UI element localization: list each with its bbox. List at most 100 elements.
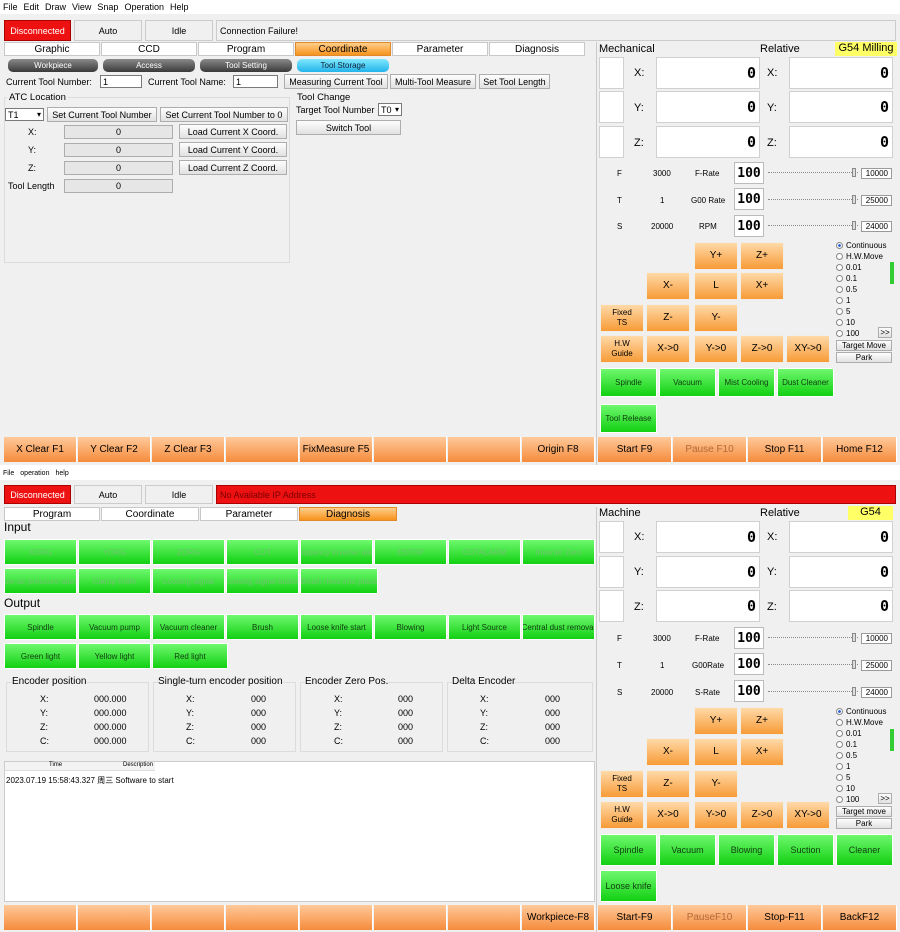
bottom-jog-z-minus-button[interactable]: Z- bbox=[646, 770, 690, 798]
tool-length-field[interactable]: 0 bbox=[64, 179, 173, 193]
fkey-origin[interactable]: Origin F8 bbox=[522, 437, 595, 462]
bottom-output-blowing-button[interactable]: Blowing bbox=[718, 834, 775, 866]
f-rate-slider-thumb[interactable] bbox=[852, 168, 856, 177]
bottom-step-10[interactable]: 10 bbox=[836, 784, 855, 793]
load-z-button[interactable]: Load Current Z Coord. bbox=[179, 160, 287, 175]
bottom-g00-rate-slider[interactable] bbox=[768, 660, 858, 670]
g00-rate-slider-thumb[interactable] bbox=[852, 195, 856, 204]
jog-z-plus-button[interactable]: Z+ bbox=[740, 242, 784, 270]
bottom-fkey-f1[interactable] bbox=[4, 905, 77, 930]
fkey-f7[interactable] bbox=[448, 437, 521, 462]
tab-program[interactable]: Program bbox=[198, 42, 294, 56]
subtab-workpiece[interactable]: Workpiece bbox=[8, 59, 98, 72]
hw-guide-button[interactable]: H.W Guide bbox=[600, 335, 644, 363]
stop-button[interactable]: Stop F11 bbox=[748, 437, 822, 462]
bottom-menu-operation[interactable]: operation bbox=[20, 470, 50, 477]
bottom-jog-l-button[interactable]: L bbox=[694, 738, 738, 766]
menu-view[interactable]: View bbox=[72, 2, 92, 12]
bottom-step-1[interactable]: 1 bbox=[836, 762, 850, 771]
bottom-jog-x-minus-button[interactable]: X- bbox=[646, 738, 690, 766]
back-button[interactable]: BackF12 bbox=[823, 905, 897, 930]
f-rate-slider[interactable] bbox=[768, 168, 858, 178]
output-green-light[interactable]: Green light bbox=[4, 643, 77, 669]
step-1[interactable]: 1 bbox=[836, 296, 850, 305]
bottom-step-5[interactable]: 5 bbox=[836, 773, 850, 782]
bottom-tab-diagnosis[interactable]: Diagnosis bbox=[299, 507, 397, 521]
bottom-output-spindle-button[interactable]: Spindle bbox=[600, 834, 657, 866]
bottom-x-zero-button[interactable]: X->0 bbox=[646, 801, 690, 829]
bottom-tab-program[interactable]: Program bbox=[4, 507, 100, 521]
bottom-stop-button[interactable]: Stop-F11 bbox=[748, 905, 822, 930]
bottom-park-button[interactable]: Park bbox=[836, 818, 892, 829]
measuring-current-tool-button[interactable]: Measuring Current Tool bbox=[284, 74, 388, 89]
pause-button[interactable]: Pause F10 bbox=[673, 437, 747, 462]
bottom-jog-x-plus-button[interactable]: X+ bbox=[740, 738, 784, 766]
step-10[interactable]: 10 bbox=[836, 318, 855, 327]
home-button[interactable]: Home F12 bbox=[823, 437, 897, 462]
bottom-f-rate-slider[interactable] bbox=[768, 633, 858, 643]
output-yellow-light[interactable]: Yellow light bbox=[78, 643, 151, 669]
bottom-fkey-f2[interactable] bbox=[78, 905, 151, 930]
bottom-step-100[interactable]: 100 bbox=[836, 795, 859, 804]
tab-coordinate[interactable]: Coordinate bbox=[295, 42, 391, 56]
atc-slot-select[interactable]: T1 bbox=[5, 108, 44, 121]
jog-x-minus-button[interactable]: X- bbox=[646, 272, 690, 300]
bottom-jog-y-plus-button[interactable]: Y+ bbox=[694, 707, 738, 735]
g00-max-field[interactable]: 25000 bbox=[861, 195, 892, 206]
subtab-access[interactable]: Access bbox=[103, 59, 195, 72]
xy-zero-button[interactable]: XY->0 bbox=[786, 335, 830, 363]
park-button[interactable]: Park bbox=[836, 352, 892, 363]
bottom-f-rate-slider-thumb[interactable] bbox=[852, 633, 856, 642]
fkey-f6[interactable] bbox=[374, 437, 447, 462]
fkey-fixmeasure[interactable]: FixMeasure F5 bbox=[300, 437, 373, 462]
bottom-fkey-f4[interactable] bbox=[226, 905, 299, 930]
output-light-source[interactable]: Light Source bbox=[448, 614, 521, 640]
bottom-pause-button[interactable]: PauseF10 bbox=[673, 905, 747, 930]
bottom-tab-coordinate[interactable]: Coordinate bbox=[101, 507, 199, 521]
menu-draw[interactable]: Draw bbox=[45, 2, 67, 12]
bottom-step-continuous[interactable]: Continuous bbox=[836, 707, 886, 716]
atc-y-field[interactable]: 0 bbox=[64, 143, 173, 157]
output-central-dust-removal[interactable]: Central dust removal bbox=[522, 614, 595, 640]
tab-ccd[interactable]: CCD bbox=[101, 42, 197, 56]
step-continuous[interactable]: Continuous bbox=[836, 241, 886, 250]
output-mist-cooling-button[interactable]: Mist Cooling bbox=[718, 368, 775, 397]
step-100[interactable]: 100 bbox=[836, 329, 859, 338]
tab-graphic[interactable]: Graphic bbox=[4, 42, 100, 56]
fixed-ts-button[interactable]: Fixed TS bbox=[600, 304, 644, 332]
switch-tool-button[interactable]: Switch Tool bbox=[296, 120, 401, 135]
bottom-target-move-button[interactable]: Target move bbox=[836, 806, 892, 817]
menu-edit[interactable]: Edit bbox=[23, 2, 40, 12]
bottom-jog-y-minus-button[interactable]: Y- bbox=[694, 770, 738, 798]
subtab-tool-storage[interactable]: Tool Storage bbox=[297, 59, 389, 72]
bottom-spindle-rate-slider-thumb[interactable] bbox=[852, 687, 856, 696]
bottom-step-0-1[interactable]: 0.1 bbox=[836, 740, 857, 749]
loose-knife-button[interactable]: Loose knife bbox=[600, 870, 657, 902]
bottom-f-max-field[interactable]: 10000 bbox=[861, 633, 892, 644]
spindle-rate-slider-thumb[interactable] bbox=[852, 221, 856, 230]
step-0-1[interactable]: 0.1 bbox=[836, 274, 857, 283]
log-panel[interactable]: Time Description 2023.07.19 15:58:43.327… bbox=[4, 761, 595, 902]
output-spindle-button[interactable]: Spindle bbox=[600, 368, 657, 397]
bottom-start-button[interactable]: Start-F9 bbox=[598, 905, 672, 930]
bottom-fkey-f5[interactable] bbox=[300, 905, 373, 930]
set-current-tool-number-zero-button[interactable]: Set Current Tool Number to 0 bbox=[160, 107, 288, 122]
bottom-output-vacuum-button[interactable]: Vacuum bbox=[659, 834, 716, 866]
y-zero-button[interactable]: Y->0 bbox=[694, 335, 738, 363]
workpiece-f8-button[interactable]: Workpiece-F8 bbox=[522, 905, 595, 930]
x-zero-button[interactable]: X->0 bbox=[646, 335, 690, 363]
output-vacuum-pump[interactable]: Vacuum pump bbox=[78, 614, 151, 640]
fkey-y-clear[interactable]: Y Clear F2 bbox=[78, 437, 151, 462]
start-button[interactable]: Start F9 bbox=[598, 437, 672, 462]
bottom-z-zero-button[interactable]: Z->0 bbox=[740, 801, 784, 829]
output-brush[interactable]: Brush bbox=[226, 614, 299, 640]
bottom-fkey-f7[interactable] bbox=[448, 905, 521, 930]
output-vacuum-cleaner[interactable]: Vacuum cleaner bbox=[152, 614, 225, 640]
output-spindle[interactable]: Spindle bbox=[4, 614, 77, 640]
current-tool-name-field[interactable]: 1 bbox=[233, 75, 278, 88]
output-loose-knife-start[interactable]: Loose knife start bbox=[300, 614, 373, 640]
menu-file[interactable]: File bbox=[3, 2, 18, 12]
f-max-field[interactable]: 10000 bbox=[861, 168, 892, 179]
step-0-5[interactable]: 0.5 bbox=[836, 285, 857, 294]
step-hw-move[interactable]: H.W.Move bbox=[836, 252, 883, 261]
